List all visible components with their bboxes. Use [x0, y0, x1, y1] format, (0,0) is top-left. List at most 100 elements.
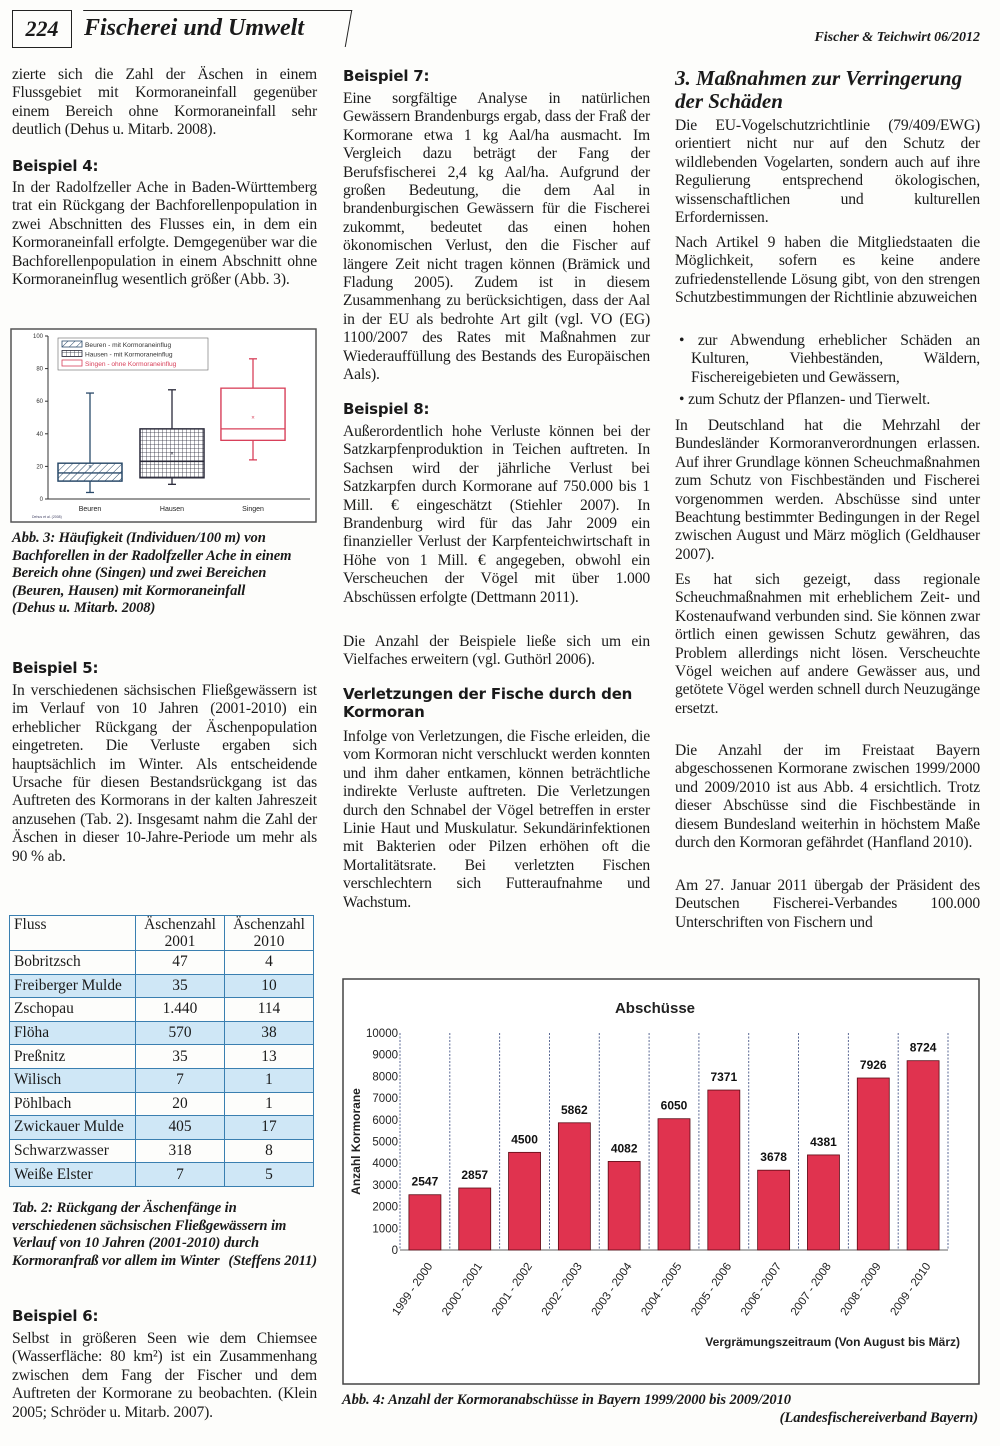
section-title: Fischerei und Umwelt [84, 15, 305, 41]
mean-marker: × [88, 464, 92, 470]
count-cell: 38 [224, 1020, 314, 1046]
caption-text: Abb. 4: Anzahl der Kormoranabschüsse in … [342, 1392, 791, 1408]
count-cell: 1 [224, 1091, 314, 1117]
data-label: 7371 [710, 1070, 737, 1084]
legend-swatch [61, 350, 83, 357]
river-name-cell: Zwickauer Mulde [9, 1115, 136, 1140]
bar-chart: Abschüsse Anzahl Kormorane 0 1000 2000 3000 40… [342, 978, 980, 1385]
y-tick-label: 0 [40, 497, 44, 503]
y-tick-label: 20 [36, 464, 43, 470]
count-cell: 7 [135, 1067, 225, 1093]
heading-beispiel-7: Beispiel 7: [343, 67, 430, 85]
data-label: 6050 [661, 1099, 688, 1113]
paragraph: Eine sorgfältige Analyse in natürlichen … [343, 90, 650, 384]
legend-swatch [61, 359, 83, 367]
y-tick-label: 10000 [366, 1028, 398, 1040]
column-header: Äschenzahl 2001 [135, 915, 225, 951]
category-label: Beuren [79, 506, 102, 513]
count-cell: 1.440 [135, 997, 225, 1022]
table-row: Zwickauer Mulde 405 17 [9, 1115, 314, 1140]
river-name-cell: Flöha [9, 1020, 136, 1046]
data-label: 4381 [810, 1135, 837, 1149]
heading-beispiel-6: Beispiel 6: [12, 1307, 99, 1325]
caption-source: (Steffens 2011) [228, 1252, 317, 1269]
count-cell: 13 [224, 1044, 314, 1069]
heading-beispiel-8: Beispiel 8: [343, 400, 430, 418]
heading-injuries: Verletzungen der Fische durch den Kormor… [343, 685, 633, 721]
bar [458, 1187, 492, 1251]
data-label: 2547 [412, 1175, 439, 1189]
caption-text: Abb. 3: Häufigkeit (Individuen/100 m) vo… [12, 530, 292, 599]
boxplot-chart: 0 20 40 60 80 100 × Beuren × Hausen × Singen Beuren … [10, 328, 317, 523]
y-tick-label: 7000 [372, 1093, 398, 1105]
y-tick-label: 4000 [372, 1158, 398, 1170]
bar [856, 1077, 890, 1251]
y-tick-label: 5000 [372, 1137, 398, 1149]
y-tick-label: 0 [392, 1245, 398, 1257]
paragraph: Infolge von Verletzungen, die Fische erl… [343, 728, 650, 911]
bar [707, 1089, 741, 1251]
bar [557, 1122, 591, 1251]
data-label: 3678 [760, 1150, 787, 1164]
journal-issue: Fischer & Teichwirt 06/2012 [814, 30, 980, 45]
count-cell: 7 [135, 1162, 225, 1187]
paragraph: Die Anzahl der im Freistaat Bayern abges… [675, 742, 980, 852]
list-item: • zum Schutz der Pflanzen- und Tierwelt. [679, 391, 931, 409]
y-tick-label: 8000 [372, 1071, 398, 1083]
count-cell: 20 [135, 1091, 225, 1117]
mean-marker: × [170, 451, 174, 457]
data-label: 5862 [561, 1103, 588, 1117]
count-cell: 4 [224, 950, 314, 975]
count-cell: 47 [135, 950, 225, 975]
x-axis-title: Vergrämungszeitraum (Von August bis März… [705, 1335, 960, 1349]
bar [508, 1151, 541, 1251]
paragraph: Außerordentlich hohe Verluste können bei… [343, 423, 650, 606]
table-header-row: Fluss Äschenzahl 2001 Äschenzahl 2010 [9, 915, 314, 951]
data-label: 7926 [860, 1058, 887, 1072]
table-row: Pöhlbach 20 1 [9, 1091, 314, 1117]
y-tick-label: 60 [36, 399, 43, 405]
y-tick-label: 80 [36, 367, 43, 373]
category-label: Hausen [160, 506, 184, 513]
legend-label: Singen - ohne Kormoraneinflug [85, 361, 177, 368]
y-axis-title: Anzahl Kormorane [349, 1088, 363, 1195]
count-cell: 570 [135, 1020, 225, 1046]
figure-3-caption: Abb. 3: Häufigkeit (Individuen/100 m) vo… [12, 530, 317, 618]
heading-beispiel-4: Beispiel 4: [12, 157, 99, 175]
bar [657, 1118, 691, 1251]
chart-title: Abschüsse [615, 1000, 695, 1017]
column-header: Äschenzahl 2010 [224, 915, 314, 951]
river-name-cell: Pöhlbach [9, 1091, 136, 1117]
heading-beispiel-5: Beispiel 5: [12, 659, 99, 677]
count-cell: 1 [224, 1067, 314, 1093]
legend-box [57, 337, 209, 371]
mean-marker: × [251, 416, 255, 422]
bar [408, 1194, 442, 1251]
bullet-list: • zur Abwendung erheblicher Schäden an K… [675, 332, 980, 410]
count-cell: 10 [224, 973, 314, 999]
y-tick-label: 1000 [372, 1223, 398, 1235]
caption-source: (Landesfischereiverband Bayern) [779, 1409, 978, 1426]
data-table: Fluss Äschenzahl 2001 Äschenzahl 2010 Bo… [9, 915, 314, 1187]
paragraph: Es hat sich gezeigt, dass regionale Sche… [675, 571, 980, 717]
column-header: Fluss [9, 915, 136, 951]
table-row: Schwarzwasser 318 8 [9, 1138, 314, 1164]
y-tick-label: 40 [36, 432, 43, 438]
paragraph: Am 27. Januar 2011 übergab der Präsident… [675, 877, 980, 931]
list-item-text: zum Schutz der Pflanzen- und Tierwelt. [688, 391, 931, 409]
data-label: 4082 [611, 1141, 638, 1155]
count-cell: 35 [135, 973, 225, 999]
list-item-text: zur Abwendung erheblicher Schäden an Kul… [691, 332, 981, 386]
data-label: 4500 [511, 1132, 538, 1146]
table-row: Preßnitz 35 13 [9, 1044, 314, 1069]
paragraph: Die Anzahl der Beispiele ließe sich um e… [343, 633, 650, 669]
caption-text: Tab. 2: Rückgang der Äschenfänge in vers… [12, 1200, 287, 1269]
legend-label: Hausen - mit Kormoraneinflug [85, 352, 173, 359]
legend-swatch [61, 340, 83, 348]
count-cell: 405 [135, 1115, 225, 1140]
paragraph: In verschiedenen sächsischen Fließgewäss… [12, 682, 317, 865]
paragraph: Selbst in größeren Seen wie dem Chiemsee… [12, 1330, 317, 1421]
y-tick-label: 3000 [372, 1180, 398, 1192]
paragraph: zierte sich die Zahl der Äschen in einem… [12, 66, 317, 139]
